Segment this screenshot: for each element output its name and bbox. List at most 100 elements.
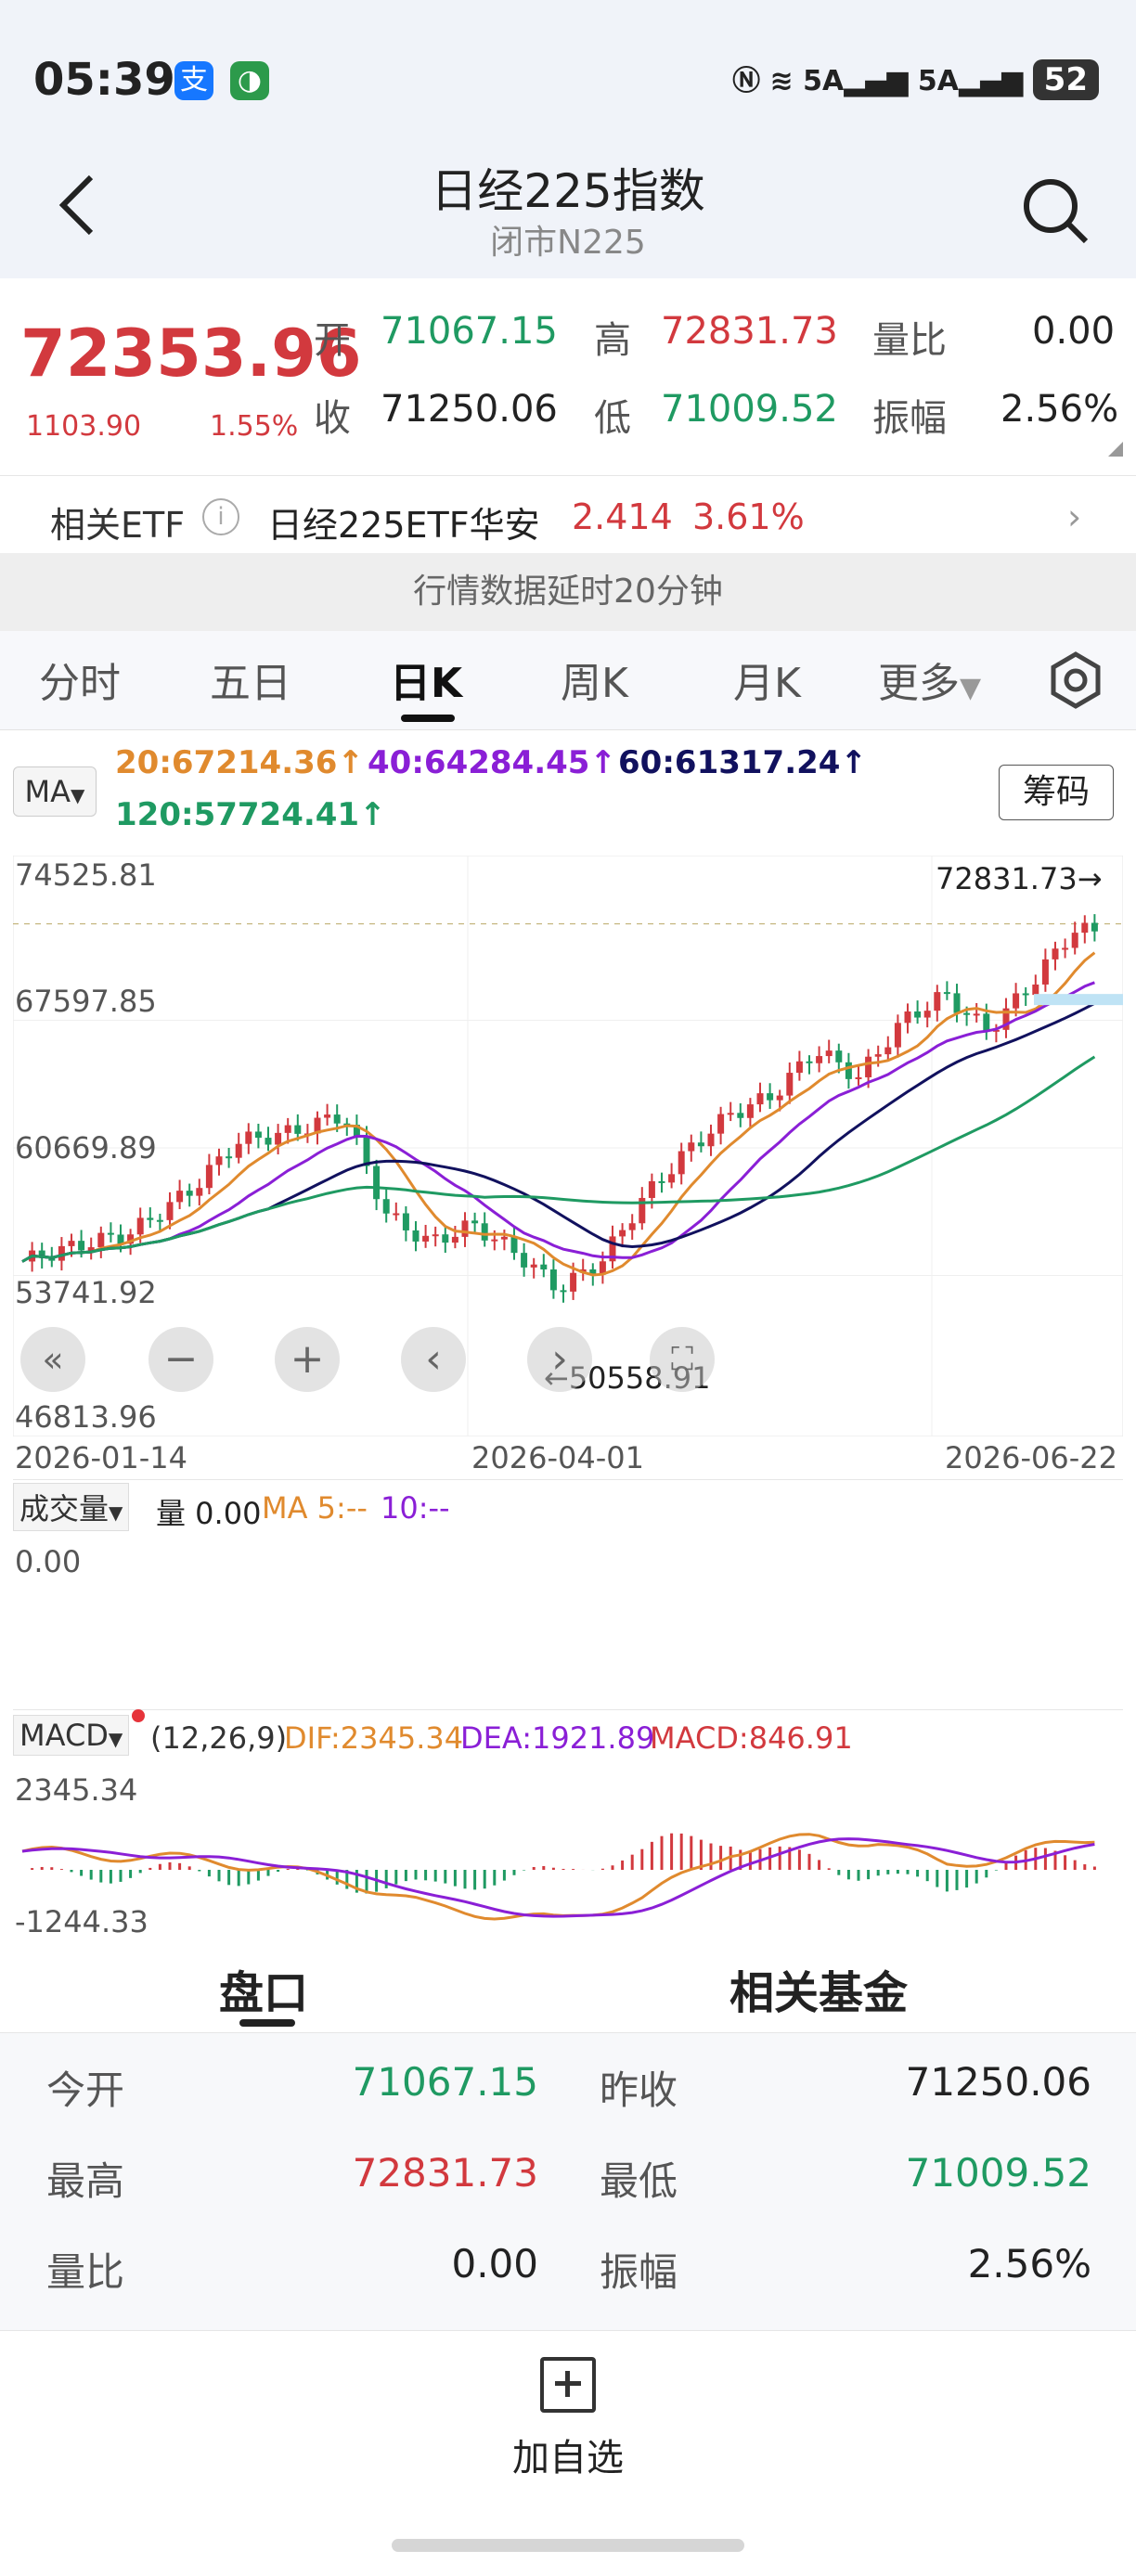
low-value: 71009.52 [661,388,838,431]
chevron-left-icon [58,174,94,236]
current-price: 72353.96 [20,316,362,392]
candle-body [442,1234,449,1243]
candle-body [284,1125,291,1133]
macd-dif: DIF:2345.34 [284,1720,464,1756]
candle-body [97,1232,105,1248]
tab-order-book[interactable]: 盘口 [219,1967,309,2019]
search-button[interactable] [1021,176,1091,251]
tab-five-day[interactable]: 五日 [210,660,291,707]
stat-prev-close-value: 71250.06 [905,2059,1091,2105]
scroll-right-button[interactable]: › [527,1327,592,1392]
chevron-left-small-icon: ‹ [425,1335,442,1383]
scroll-left-button[interactable]: ‹ [401,1327,466,1392]
tab-monthly-k[interactable]: 月K [733,660,801,707]
zoom-in-button[interactable]: + [275,1327,340,1392]
settings-button[interactable] [1047,651,1104,713]
section-tabs: 盘口 相关基金 [0,1939,1136,2032]
expand-corner-icon[interactable] [1108,442,1123,457]
scroll-start-button[interactable]: « [20,1327,85,1392]
close-label: 收 [314,397,351,440]
candlestick-chart[interactable] [13,856,1123,1436]
candle-body [136,1217,144,1235]
stat-high-label: 最高 [46,2158,125,2204]
candle-body [688,1142,695,1152]
macd-chart [21,1833,1096,1921]
candle-body [324,1114,331,1118]
candle-body [78,1241,85,1251]
tab-related-funds[interactable]: 相关基金 [729,1967,909,2019]
candle-body [973,1013,980,1016]
candle-body [275,1132,282,1145]
zoom-out-button[interactable]: − [148,1327,213,1392]
macd-panel [13,1709,1123,1938]
candle-body [1002,1008,1010,1030]
x-tick-2: 2026-04-01 [471,1440,644,1475]
tab-weekly-k[interactable]: 周K [561,660,628,707]
tab-more-label: 更多 [878,660,960,707]
candle-body [737,1113,744,1118]
candle-body [599,1261,606,1275]
x-tick-3: 2026-06-22 [945,1440,1117,1475]
candle-body [953,993,961,1013]
price-change: 1103.90 [26,410,142,443]
candle-body [68,1241,75,1246]
dea-line [21,1837,1095,1918]
ma120-line [21,1055,1096,1263]
search-icon [1024,179,1089,244]
macd-button-label: MACD [19,1718,109,1753]
stat-open-label: 今开 [46,2067,125,2113]
stats-table: 今开 71067.15 昨收 71250.06 最高 72831.73 最低 7… [0,2032,1136,2331]
info-icon[interactable]: i [202,498,239,535]
gear-icon [1051,651,1101,709]
candle-body [756,1093,764,1105]
add-watchlist-button[interactable]: 加自选 [0,2357,1136,2481]
candle-body [549,1269,557,1291]
candle-body [943,992,950,995]
tab-intraday[interactable]: 分时 [39,660,121,707]
candle-body [697,1142,704,1147]
fullscreen-button[interactable]: ⛶ [650,1327,715,1392]
volume-indicator-select[interactable]: 成交量▼ [13,1483,130,1531]
header-bar [0,139,1136,278]
macd-params: (12,26,9) [150,1720,288,1756]
y-tick-2: 67597.85 [15,984,157,1019]
price-band [1034,994,1123,1006]
etf-pct: 3.61% [692,496,805,537]
candle-body [373,1166,381,1200]
candle-body [648,1180,655,1198]
candle-body [707,1133,715,1147]
candle-body [865,1056,872,1077]
candle-body [668,1174,676,1183]
app-notification-icon: ◑ [230,61,269,100]
chip-distribution-button[interactable]: 筹码 [999,765,1114,820]
low-label: 低 [594,397,631,440]
candle-body [825,1050,833,1057]
candle-body [816,1056,823,1063]
candle-body [412,1230,420,1242]
macd-dea: DEA:1921.89 [460,1720,655,1756]
related-etf-row[interactable]: 相关ETF i 日经225ETF华安 2.414 3.61% › [0,475,1136,562]
caret-down-icon: ▼ [960,672,982,704]
candle-body [609,1236,616,1262]
etf-name: 日经225ETF华安 [267,505,540,546]
candle-body [333,1114,341,1124]
tab-more[interactable]: 更多▼ [878,650,981,709]
ma-indicator-select[interactable]: MA▼ [13,766,97,817]
price-change-pct: 1.55% [210,410,299,443]
macd-indicator-select[interactable]: MACD▼ [13,1715,130,1756]
volume-button-label: 成交量 [19,1491,110,1526]
candle-body [87,1247,95,1251]
back-button[interactable] [56,172,98,254]
tab-daily-k[interactable]: 日K [390,660,463,707]
macd-axis-top: 2345.34 [15,1772,138,1808]
close-value: 71250.06 [381,388,558,431]
home-indicator[interactable] [392,2539,744,2552]
high-marker: 72831.73→ [936,861,1103,896]
chevron-right-icon: › [1067,496,1082,537]
stat-high-value: 72831.73 [352,2150,538,2196]
alipay-icon: 支 [174,61,213,100]
ma40-line [21,981,1095,1263]
nfc-icon: Ⓝ [732,65,761,97]
minus-icon: − [163,1335,199,1383]
candle-body [767,1093,774,1101]
